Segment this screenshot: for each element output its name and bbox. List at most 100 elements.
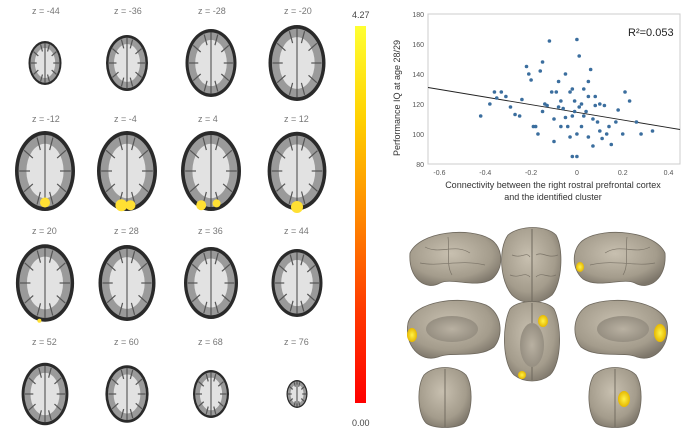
data-point xyxy=(591,144,595,148)
data-point xyxy=(570,87,575,91)
slice-label: z = 28 xyxy=(114,226,139,236)
data-point xyxy=(563,72,568,76)
activation-cluster xyxy=(115,199,128,212)
brain-slice xyxy=(105,365,149,423)
y-tick-label: 120 xyxy=(412,102,424,109)
right-medial-view xyxy=(574,299,669,359)
colorbar xyxy=(355,26,366,403)
data-point xyxy=(563,115,568,120)
data-point xyxy=(604,132,609,136)
left-medial-view xyxy=(406,299,501,359)
slice-label: z = 52 xyxy=(32,337,57,347)
slice-label: z = -4 xyxy=(114,114,137,124)
brain-slice xyxy=(28,41,62,85)
brain-slice xyxy=(193,370,229,418)
data-point xyxy=(650,129,655,133)
data-point xyxy=(529,78,533,82)
anterior-view xyxy=(418,367,472,428)
activation-cluster xyxy=(40,197,50,208)
data-point xyxy=(508,105,513,109)
x-axis-label-line1: Connectivity between the right rostral p… xyxy=(445,180,661,190)
slice-label: z = -44 xyxy=(32,6,60,16)
scatter-plot: 80 100 120 140 160 180 -0.6 -0.4 -0.2 0 0.2 0.4 Per… xyxy=(390,6,685,211)
colorbar-min-label: 0.00 xyxy=(352,418,370,428)
dorsal-view xyxy=(501,227,562,303)
data-point xyxy=(586,135,591,139)
slice-label: z = -12 xyxy=(32,114,60,124)
data-point xyxy=(581,87,586,91)
data-point xyxy=(552,139,556,144)
data-point xyxy=(586,79,591,84)
data-point xyxy=(577,54,581,58)
x-tick-label: 0 xyxy=(575,170,579,177)
brain-slice xyxy=(271,249,323,317)
data-point xyxy=(588,67,593,72)
y-tick-label: 160 xyxy=(412,42,424,49)
left-lateral-view xyxy=(409,232,502,286)
data-point xyxy=(504,94,508,99)
activation-cluster xyxy=(291,201,303,213)
slice-label: z = 36 xyxy=(198,226,223,236)
data-point xyxy=(579,102,584,106)
data-point xyxy=(524,64,529,69)
slice-label: z = 20 xyxy=(32,226,57,236)
brain-slice xyxy=(15,244,75,323)
r-squared-annotation: R²=0.053 xyxy=(628,27,674,39)
cortical-surface-renderings xyxy=(406,227,669,428)
data-point xyxy=(554,90,559,94)
data-point xyxy=(575,37,579,42)
data-point xyxy=(598,129,602,133)
data-point xyxy=(577,105,581,109)
data-point xyxy=(591,117,595,121)
brain-slice xyxy=(268,25,326,101)
slice-label: z = -36 xyxy=(114,6,142,16)
x-axis-label-line2: and the identified cluster xyxy=(504,192,602,202)
data-point xyxy=(570,154,575,159)
data-point xyxy=(545,103,549,108)
data-point xyxy=(593,94,598,99)
data-point xyxy=(607,124,611,129)
data-point xyxy=(478,114,483,118)
data-point xyxy=(568,90,572,94)
brain-slice xyxy=(184,247,238,319)
activation-cluster xyxy=(212,199,221,208)
data-point xyxy=(499,90,504,94)
data-point xyxy=(602,103,607,108)
data-point xyxy=(614,120,618,124)
y-tick-label: 140 xyxy=(412,72,424,79)
data-point xyxy=(623,90,627,94)
activation-cluster xyxy=(196,200,207,211)
data-point xyxy=(575,132,579,136)
data-point xyxy=(556,79,561,84)
slice-label: z = -28 xyxy=(198,6,226,16)
data-point xyxy=(586,94,591,99)
slice-label: z = 68 xyxy=(198,337,223,347)
data-point xyxy=(540,109,545,114)
x-tick-label: 0.4 xyxy=(664,170,674,177)
data-point xyxy=(639,132,643,136)
data-point xyxy=(494,96,499,100)
data-point xyxy=(538,69,543,73)
x-tick-label: -0.2 xyxy=(525,170,537,177)
data-point xyxy=(570,114,575,118)
x-tick-label: -0.6 xyxy=(433,170,445,177)
data-point xyxy=(556,105,561,109)
posterior-view xyxy=(588,367,642,428)
slice-label: z = 4 xyxy=(198,114,218,124)
brain-slice xyxy=(267,131,327,213)
slice-label: z = 76 xyxy=(284,337,309,347)
data-point xyxy=(609,142,614,147)
colorbar-max-label: 4.27 xyxy=(352,10,370,20)
slice-label: z = -20 xyxy=(284,6,312,16)
activation-cluster xyxy=(37,318,42,323)
slice-label: z = 12 xyxy=(284,114,309,124)
plot-frame xyxy=(427,13,681,165)
slice-label: z = 44 xyxy=(284,226,309,236)
data-point xyxy=(598,102,602,106)
data-point xyxy=(536,132,540,136)
data-point xyxy=(527,72,531,76)
brain-slice xyxy=(106,35,148,91)
slice-label: z = 60 xyxy=(114,337,139,347)
data-point xyxy=(547,39,552,43)
data-point xyxy=(581,114,586,118)
